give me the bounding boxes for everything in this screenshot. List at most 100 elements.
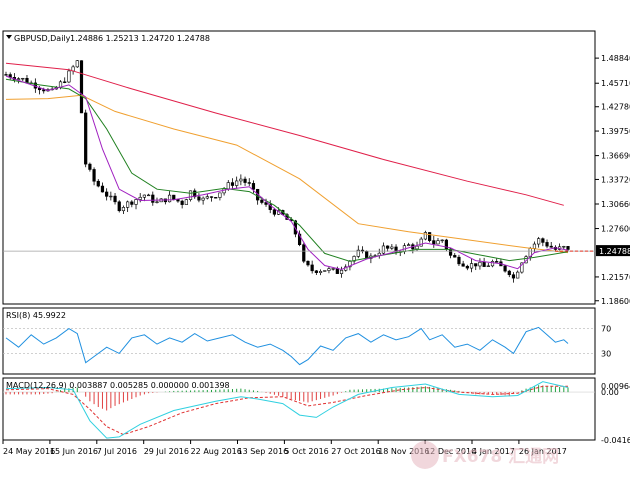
candle-body: [251, 183, 256, 190]
candle-body: [134, 199, 138, 205]
candle-body: [469, 263, 474, 269]
rsi-line: [5, 326, 569, 366]
candle-body: [436, 240, 440, 245]
candle-body: [109, 195, 113, 198]
candle-body: [96, 180, 100, 187]
candle-body: [126, 201, 130, 208]
candle-body: [453, 255, 457, 258]
candles: [4, 60, 570, 283]
candle-body: [407, 244, 411, 247]
candle-body: [335, 268, 339, 274]
candle-body: [318, 271, 323, 273]
candle-body: [243, 178, 247, 183]
candle-body: [247, 182, 251, 184]
macd-label: MACD(12,26,9) 0.003887 0.005285 0.000000…: [6, 381, 230, 390]
candle-body: [197, 196, 201, 201]
candle-body: [209, 196, 214, 198]
candle-body: [327, 268, 331, 271]
candle-body: [121, 207, 126, 212]
price-tick-label: 1.48840: [601, 54, 630, 63]
candle-body: [88, 163, 92, 170]
candle-body: [415, 245, 419, 250]
candle-body: [440, 239, 444, 242]
candle-body: [201, 197, 205, 201]
candle-body: [314, 270, 318, 273]
candle-body: [37, 87, 42, 91]
candle-body: [562, 246, 566, 248]
candle-body: [21, 77, 25, 80]
ma-slow-line: [5, 94, 569, 254]
chart-title: GBPUSD,Daily: [14, 34, 71, 43]
x-tick-label: 26 Jan 2017: [519, 447, 567, 456]
candle-body: [461, 263, 465, 267]
axes: 1.48840 1.45710 1.42780 1.39750 1.36690 1.337…: [2, 54, 630, 456]
candle-body: [172, 194, 176, 200]
candle-body: [130, 201, 134, 205]
macd-main-line: [5, 381, 569, 439]
candle-body: [323, 270, 327, 272]
candle-body: [42, 89, 46, 92]
candle-body: [235, 180, 239, 186]
rsi-tick-label: 70: [601, 325, 611, 334]
x-tick-label: 13 Sep 2016: [238, 447, 289, 456]
candle-body: [427, 232, 432, 241]
candle-body: [167, 194, 172, 203]
candle-body: [381, 245, 386, 254]
price-tick-label: 1.18600: [601, 297, 630, 306]
candle-body: [457, 256, 461, 265]
candle-body: [92, 169, 96, 182]
candle-body: [310, 264, 314, 272]
candle-body: [537, 238, 541, 245]
candle-body: [474, 263, 478, 267]
watermark-logo-icon: [411, 441, 439, 469]
candle-body: [79, 60, 84, 114]
candle-body: [549, 245, 553, 248]
chart-menu-icon[interactable]: [6, 35, 12, 39]
candle-body: [113, 195, 117, 203]
ma-fast-line: [5, 75, 569, 271]
candle-body: [138, 196, 142, 200]
x-tick-label: 5 Oct 2016: [284, 447, 328, 456]
candle-body: [205, 196, 209, 199]
candle-body: [339, 269, 344, 274]
candle-body: [272, 209, 277, 215]
candle-body: [180, 200, 184, 205]
watermark-text: FX678 汇通网: [442, 447, 559, 467]
candle-body: [432, 240, 436, 245]
rsi-tick-label: 30: [601, 349, 611, 358]
price-tick-label: 1.27600: [601, 225, 630, 234]
candle-body: [84, 112, 88, 165]
macd-tick-label: -0.041675: [601, 436, 630, 445]
ma-mid-line: [5, 78, 569, 262]
candle-body: [390, 246, 394, 249]
candle-body: [516, 271, 520, 279]
ma-long-line: [5, 62, 564, 206]
x-tick-label: 27 Oct 2016: [331, 447, 380, 456]
price-tick-label: 1.39750: [601, 127, 630, 136]
candle-body: [100, 185, 105, 193]
candle-body: [193, 190, 197, 198]
candle-body: [155, 201, 159, 203]
candle-body: [142, 194, 147, 198]
current-price-box: [596, 245, 630, 257]
candle-body: [520, 262, 524, 273]
price-tick-label: 1.30660: [601, 200, 630, 209]
price-tick-label: 1.33720: [601, 175, 630, 184]
candle-body: [151, 194, 155, 203]
candle-body: [545, 242, 549, 247]
candle-body: [507, 270, 511, 276]
candle-body: [331, 268, 335, 270]
candle-body: [482, 261, 486, 267]
rsi-panel: [2, 307, 596, 375]
candle-body: [188, 190, 193, 200]
price-tick-label: 1.36690: [601, 152, 630, 161]
x-tick-label: 7 Jul 2016: [97, 447, 137, 456]
candle-body: [297, 233, 302, 246]
candle-body: [365, 251, 369, 259]
current-price-label: 1.24788: [599, 247, 630, 256]
x-tick-label: 29 Jul 2016: [144, 447, 189, 456]
price-panel: [2, 30, 596, 305]
candle-body: [490, 261, 495, 267]
x-tick-label: 15 Jun 2016: [50, 447, 98, 456]
candle-body: [478, 261, 482, 267]
